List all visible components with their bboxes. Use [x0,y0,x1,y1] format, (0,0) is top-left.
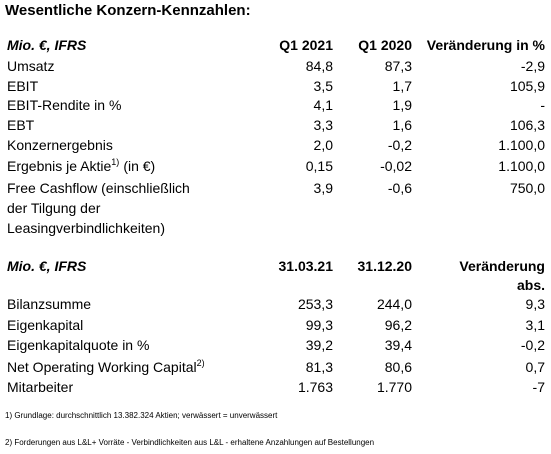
cell: 2,0 [313,137,333,153]
header-cell: Mio. €, IFRS [7,258,87,274]
cell: 39,2 [305,337,333,353]
cell: -7 [532,379,545,395]
footnote: 1) Grundlage: durchschnittlich 13.382.32… [5,411,278,420]
row-label: Mitarbeiter [7,379,74,395]
cell: 81,3 [305,359,333,375]
cell: 4,1 [313,97,333,113]
header-cell: 31.03.21 [278,258,334,274]
header-cell: Veränderung in % [426,37,545,53]
row-label: EBIT-Rendite in % [7,97,122,113]
row-label: Konzernergebnis [7,137,113,153]
title: Wesentliche Konzern-Kennzahlen: [5,2,251,19]
row-label: Leasingverbindlichkeiten) [7,220,165,236]
footnote-ref: 2) [196,358,205,368]
cell: -0,2 [520,337,545,353]
row-label: Eigenkapitalquote in % [7,337,150,353]
row-label: Bilanzsumme [7,296,92,312]
row-label: Umsatz [7,58,55,74]
cell: 1.763 [297,379,333,395]
cell: 0,15 [305,158,333,174]
cell: 3,1 [525,317,545,333]
row-label: der Tilgung der [7,200,101,216]
cell: 80,6 [384,359,412,375]
cell: 39,4 [384,337,412,353]
cell: 1,7 [392,78,412,94]
header-cell: Mio. €, IFRS [7,37,87,53]
header-cell: abs. [516,277,545,293]
cell: 99,3 [305,317,333,333]
cell: - [540,97,545,113]
cell: 9,3 [525,296,545,312]
header-cell: Q1 2020 [358,37,412,53]
footnote-ref: 1) [111,157,120,167]
cell: -0,02 [380,158,412,174]
cell: -2,9 [520,58,545,74]
cell: 3,3 [313,117,333,133]
cell: 1.100,0 [498,158,545,174]
cell: 1,6 [392,117,412,133]
cell: 3,9 [313,180,333,196]
cell: 1,9 [392,97,412,113]
header-cell: Q1 2021 [279,37,333,53]
row-label: Ergebnis je Aktie1) (in €) [7,157,156,175]
row-label: Free Cashflow (einschließlich [7,180,190,196]
cell: 244,0 [376,296,412,312]
cell: 253,3 [297,296,333,312]
cell: 1.100,0 [498,137,545,153]
row-label-suffix: (in €) [123,158,156,174]
row-label: Eigenkapital [7,317,84,333]
footnote: 2) Forderungen aus L&L+ Vorräte - Verbin… [5,438,375,447]
row-label: EBIT [7,78,39,94]
row-label: Net Operating Working Capital2) [7,358,205,376]
cell: 87,3 [384,58,412,74]
cell: 84,8 [305,58,333,74]
cell: 3,5 [313,78,333,94]
cell: 0,7 [525,359,545,375]
cell: -0,2 [387,137,412,153]
cell: 750,0 [509,180,545,196]
header-cell: Veränderung [459,258,545,274]
cell: 1.770 [376,379,412,395]
header-cell: 31.12.20 [357,258,413,274]
cell: 96,2 [384,317,412,333]
cell: 106,3 [509,117,545,133]
cell: -0,6 [387,180,412,196]
row-label: EBT [7,117,35,133]
cell: 105,9 [509,78,545,94]
